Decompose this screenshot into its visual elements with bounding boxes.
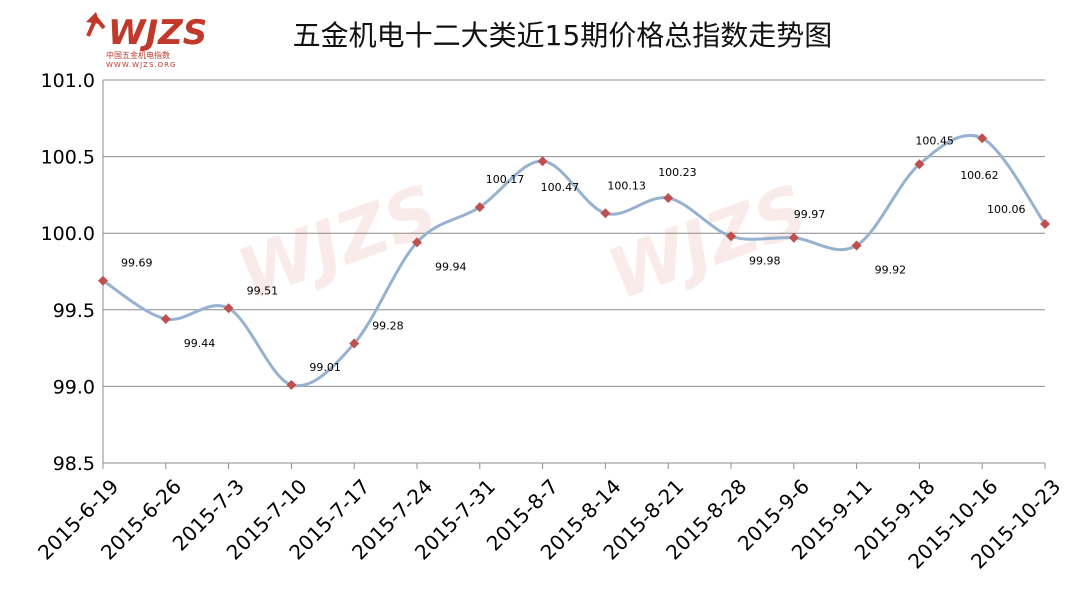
data-label: 99.97: [794, 208, 826, 221]
data-label: 99.01: [309, 361, 341, 374]
data-point: [663, 192, 674, 203]
data-label: 100.47: [541, 181, 580, 194]
data-point: [98, 275, 108, 286]
chart-title: 五金机电十二大类近15期价格总指数走势图: [292, 19, 833, 52]
y-tick-label: 99.0: [53, 376, 95, 398]
y-tick-label: 98.5: [53, 453, 95, 475]
data-label: 100.45: [915, 134, 954, 147]
data-point: [977, 133, 988, 144]
data-point: [474, 202, 485, 213]
data-labels: 99.69 99.44 99.51 99.01 99.28 99.94 100.17 100.…: [121, 134, 1026, 374]
data-label: 100.62: [960, 169, 999, 182]
data-point: [726, 231, 736, 242]
data-point: [537, 156, 548, 167]
logo: WJZS 中国五金机电指数 WWW.WJZS.ORG: [82, 4, 212, 74]
data-point: [349, 338, 360, 349]
data-label: 99.92: [875, 263, 907, 276]
data-point: [286, 379, 297, 390]
y-tick-label: 100.5: [41, 147, 95, 169]
data-label: 99.98: [749, 254, 781, 267]
data-point: [788, 232, 799, 243]
data-point: [914, 159, 925, 170]
logo-text: WJZS: [108, 13, 207, 53]
y-tick-label: 101.0: [41, 70, 95, 92]
data-point: [600, 208, 611, 219]
data-label: 100.06: [987, 203, 1026, 216]
logo-url: WWW.WJZS.ORG: [106, 61, 177, 69]
logo-mark: WJZS: [86, 12, 207, 53]
watermarks: WJZS WJZS: [228, 169, 818, 316]
data-point: [160, 313, 171, 324]
data-label: 99.94: [435, 260, 467, 273]
data-point: [412, 237, 422, 248]
series-line: [102, 133, 1047, 388]
data-label: 100.23: [658, 166, 697, 179]
y-tick-label: 100.0: [41, 223, 95, 245]
markers: [98, 133, 1050, 390]
data-label: 99.51: [247, 284, 279, 297]
y-tick-label: 99.5: [53, 300, 95, 322]
data-label: 99.28: [372, 320, 404, 333]
data-point: [851, 240, 862, 251]
data-point: [1040, 219, 1050, 230]
axes: [102, 80, 1046, 469]
data-point: [223, 303, 234, 314]
data-label: 99.44: [184, 337, 216, 350]
logo-subtitle: 中国五金机电指数: [106, 51, 170, 60]
x-tick-labels: 2015-6-192015-6-262015-7-32015-7-102015-…: [33, 474, 1065, 573]
data-label: 99.69: [121, 257, 153, 270]
y-tick-labels: 98.5 99.0 99.5 100.0 100.5 101.0: [41, 70, 95, 475]
data-label: 100.17: [486, 173, 525, 186]
data-label: 100.13: [607, 179, 646, 192]
